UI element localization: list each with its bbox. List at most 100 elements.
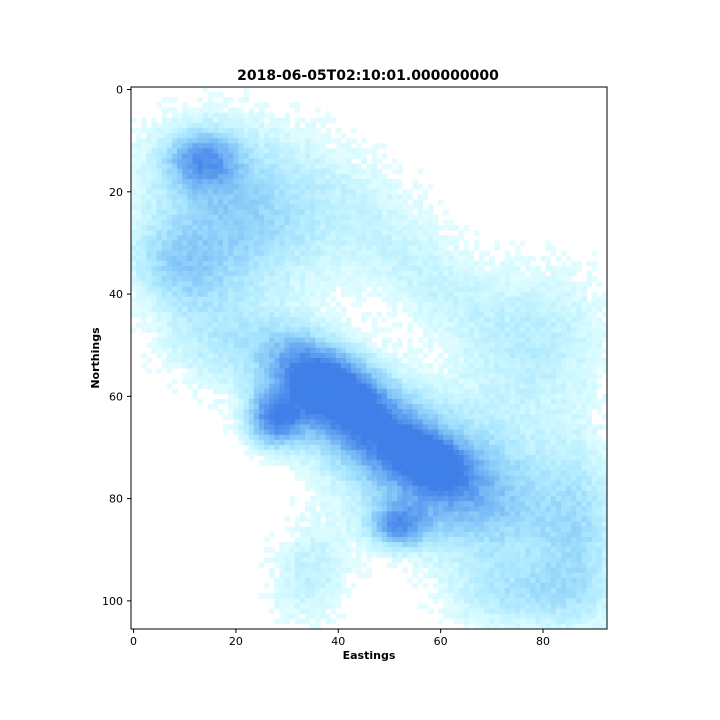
heatmap-cell bbox=[187, 204, 193, 211]
heatmap-cell bbox=[392, 194, 398, 200]
heatmap-cell bbox=[202, 260, 209, 267]
heatmap-cell bbox=[458, 250, 465, 257]
heatmap-cell bbox=[422, 296, 429, 303]
heatmap-cell bbox=[468, 317, 475, 323]
heatmap-cell bbox=[499, 465, 506, 471]
heatmap-cell bbox=[427, 322, 434, 328]
heatmap-cell bbox=[525, 388, 531, 395]
heatmap-cell bbox=[438, 465, 444, 471]
heatmap-cell bbox=[248, 225, 255, 231]
heatmap-cell bbox=[504, 398, 511, 405]
heatmap-cell bbox=[269, 455, 275, 461]
heatmap-cell bbox=[571, 404, 577, 410]
heatmap-cell bbox=[519, 460, 526, 466]
heatmap-cell bbox=[335, 429, 342, 436]
heatmap-cell bbox=[550, 347, 557, 354]
heatmap-cell bbox=[499, 358, 506, 364]
heatmap-cell bbox=[258, 107, 265, 113]
heatmap-cell bbox=[202, 286, 209, 292]
heatmap-cell bbox=[315, 168, 321, 175]
heatmap-cell bbox=[320, 209, 326, 216]
heatmap-cell bbox=[253, 194, 260, 200]
heatmap-cell bbox=[397, 480, 403, 487]
heatmap-cell bbox=[264, 383, 270, 390]
heatmap-cell bbox=[182, 327, 188, 333]
heatmap-cell bbox=[473, 240, 480, 246]
heatmap-cell bbox=[397, 281, 403, 287]
heatmap-cell bbox=[340, 327, 347, 333]
heatmap-cell bbox=[376, 184, 383, 190]
heatmap-cell bbox=[560, 424, 567, 430]
heatmap-cell bbox=[131, 184, 137, 190]
heatmap-cell bbox=[504, 265, 511, 272]
heatmap-cell bbox=[192, 368, 198, 374]
heatmap-cell bbox=[243, 434, 250, 441]
heatmap-cell bbox=[253, 317, 260, 323]
heatmap-cell bbox=[479, 388, 485, 395]
heatmap-cell bbox=[371, 209, 378, 216]
heatmap-cell bbox=[310, 122, 316, 129]
heatmap-cell bbox=[371, 260, 378, 267]
heatmap-cell bbox=[166, 127, 173, 134]
heatmap-cell bbox=[325, 429, 332, 436]
heatmap-cell bbox=[509, 475, 516, 482]
heatmap-cell bbox=[141, 250, 147, 257]
heatmap-cell bbox=[340, 306, 347, 313]
heatmap-cell bbox=[494, 429, 500, 436]
heatmap-cell bbox=[177, 133, 183, 139]
heatmap-cell bbox=[356, 148, 362, 154]
heatmap-cell bbox=[315, 460, 321, 466]
heatmap-cell bbox=[207, 189, 214, 195]
heatmap-cell bbox=[197, 138, 204, 144]
heatmap-cell bbox=[258, 225, 265, 231]
heatmap-cell bbox=[484, 419, 490, 425]
heatmap-cell bbox=[264, 219, 270, 226]
heatmap-cell bbox=[417, 475, 424, 482]
heatmap-cell bbox=[187, 291, 193, 298]
heatmap-cell bbox=[345, 455, 352, 461]
heatmap-cell bbox=[330, 209, 337, 216]
heatmap-cell bbox=[576, 301, 582, 308]
heatmap-cell bbox=[289, 230, 296, 236]
heatmap-cell bbox=[248, 271, 255, 277]
heatmap-cell bbox=[284, 260, 291, 267]
heatmap-cell bbox=[581, 327, 587, 333]
heatmap-cell bbox=[212, 117, 219, 124]
heatmap-cell bbox=[576, 460, 582, 466]
heatmap-cell bbox=[335, 153, 342, 159]
heatmap-cell bbox=[453, 291, 459, 298]
heatmap-cell bbox=[581, 347, 587, 354]
heatmap-cell bbox=[586, 363, 593, 369]
heatmap-cell bbox=[284, 143, 291, 149]
heatmap-cell bbox=[550, 322, 557, 328]
heatmap-cell bbox=[330, 332, 337, 338]
heatmap-cell bbox=[571, 271, 577, 277]
heatmap-cell bbox=[407, 378, 413, 384]
heatmap-cell bbox=[223, 347, 229, 354]
heatmap-cell bbox=[586, 306, 593, 313]
heatmap-cell bbox=[407, 347, 413, 354]
heatmap-cell bbox=[330, 419, 337, 425]
heatmap-cell bbox=[473, 373, 480, 379]
heatmap-cell bbox=[458, 281, 465, 287]
heatmap-cell bbox=[299, 163, 306, 170]
heatmap-cell bbox=[422, 281, 429, 287]
heatmap-cell bbox=[540, 414, 546, 420]
heatmap-cell bbox=[545, 409, 552, 415]
heatmap-cell bbox=[550, 475, 557, 482]
heatmap-cell bbox=[197, 286, 204, 292]
heatmap-cell bbox=[294, 173, 301, 180]
heatmap-cell bbox=[156, 322, 163, 328]
heatmap-cell bbox=[146, 265, 152, 272]
heatmap-cell bbox=[177, 204, 183, 211]
heatmap-cell bbox=[432, 480, 439, 487]
heatmap-cell bbox=[207, 337, 214, 344]
heatmap-cell bbox=[463, 271, 470, 277]
heatmap-cell bbox=[489, 444, 495, 451]
heatmap-cell bbox=[253, 127, 260, 134]
heatmap-cell bbox=[361, 332, 367, 338]
heatmap-cell bbox=[555, 306, 562, 313]
heatmap-cell bbox=[136, 255, 142, 262]
heatmap-cell bbox=[212, 296, 219, 303]
heatmap-cell bbox=[218, 112, 224, 119]
